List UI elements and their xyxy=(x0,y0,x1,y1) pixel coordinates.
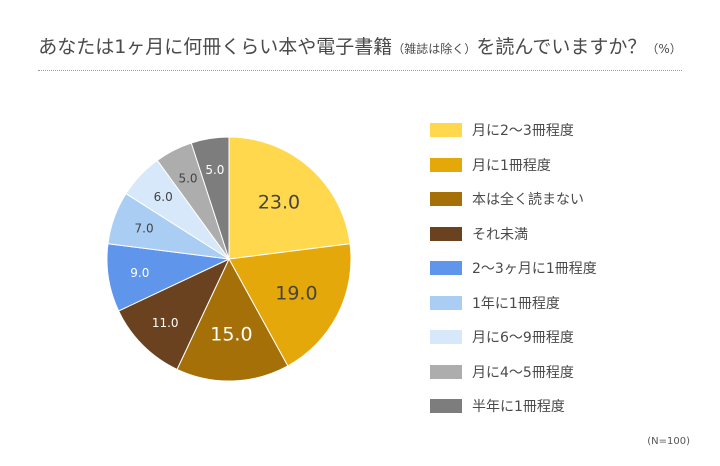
pie-slice-3 xyxy=(176,257,289,382)
legend-item-2: 月に1冊程度 xyxy=(430,148,597,183)
title-main: あなたは1ヶ月に何冊くらい本や電子書籍 xyxy=(38,36,393,58)
legend-label: 1年に1冊程度 xyxy=(472,295,560,312)
legend-swatch xyxy=(430,399,462,414)
legend-swatch xyxy=(430,123,462,138)
legend-label: 半年に1冊程度 xyxy=(472,399,565,416)
sample-size-note: (N=100) xyxy=(647,436,690,447)
pie-slice-4 xyxy=(117,257,231,371)
legend-item-8: 月に4〜5冊程度 xyxy=(430,355,597,390)
title-tail: を読んでいますか？ xyxy=(476,36,647,58)
legend-item-9: 半年に1冊程度 xyxy=(430,389,597,424)
legend-swatch xyxy=(430,226,462,241)
legend-label: 月に2〜3冊程度 xyxy=(472,123,574,140)
legend-label: 月に4〜5冊程度 xyxy=(472,364,574,381)
pie-slice-2-value-label: 19.0 xyxy=(275,282,317,304)
pie-slice-7-value-label: 6.0 xyxy=(154,190,173,204)
chart-title: あなたは1ヶ月に何冊くらい本や電子書籍（雑誌は除く）を読んでいますか？（%） xyxy=(0,32,720,59)
legend-swatch xyxy=(430,192,462,207)
legend-swatch xyxy=(430,157,462,172)
legend-item-4: それ未満 xyxy=(430,217,597,252)
legend-label: 月に1冊程度 xyxy=(472,157,551,174)
pie-slice-8-value-label: 5.0 xyxy=(178,172,197,186)
legend-swatch xyxy=(430,295,462,310)
pie-slice-9 xyxy=(190,136,230,260)
pie-slice-1 xyxy=(228,136,351,260)
legend-label: 月に6〜9冊程度 xyxy=(472,330,574,347)
legend-item-5: 2〜3ヶ月に1冊程度 xyxy=(430,251,597,286)
legend: 月に2〜3冊程度 月に1冊程度本は全く読まない それ未満 2〜3ヶ月に1冊程度 1年に1… xyxy=(430,113,597,424)
legend-item-1: 月に2〜3冊程度 xyxy=(430,113,597,148)
legend-item-3: 本は全く読まない xyxy=(430,182,597,217)
title-divider xyxy=(38,70,682,71)
pie-slice-9-value-label: 5.0 xyxy=(205,163,224,177)
title-parenthetical: （雑誌は除く） xyxy=(392,42,477,56)
legend-item-6: 1年に1冊程度 xyxy=(430,286,597,321)
legend-label: それ未満 xyxy=(472,226,528,243)
title-unit: （%） xyxy=(646,42,682,56)
pie-slice-1-value-label: 23.0 xyxy=(258,191,300,213)
legend-label: 2〜3ヶ月に1冊程度 xyxy=(472,261,597,278)
pie-slice-5-value-label: 9.0 xyxy=(130,266,149,280)
pie-slice-3-value-label: 15.0 xyxy=(210,324,252,346)
legend-swatch xyxy=(430,261,462,276)
legend-label: 本は全く読まない xyxy=(472,192,584,209)
legend-swatch xyxy=(430,364,462,379)
pie-slice-4-value-label: 11.0 xyxy=(152,316,179,330)
legend-item-7: 月に6〜9冊程度 xyxy=(430,320,597,355)
pie-slice-6-value-label: 7.0 xyxy=(135,221,154,235)
pie-slice-2 xyxy=(228,243,352,367)
legend-swatch xyxy=(430,330,462,345)
